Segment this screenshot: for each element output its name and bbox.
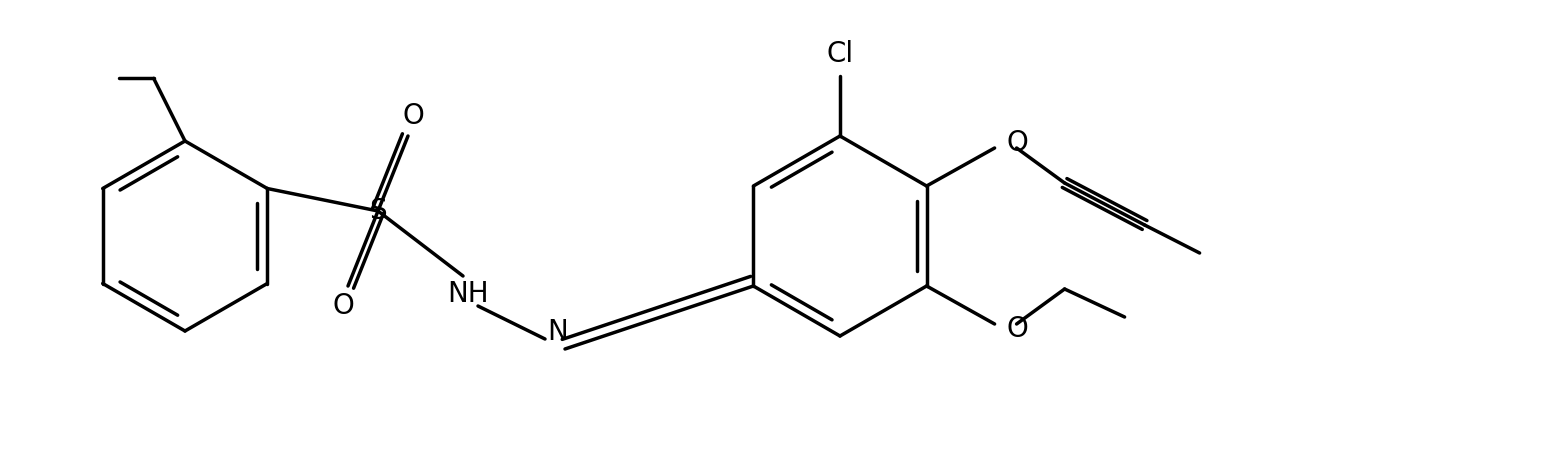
Text: O: O [1007, 129, 1029, 157]
Text: NH: NH [447, 280, 489, 308]
Text: O: O [1007, 315, 1029, 343]
Text: Cl: Cl [827, 40, 854, 68]
Text: N: N [547, 318, 569, 346]
Text: O: O [402, 102, 424, 130]
Text: O: O [332, 292, 353, 320]
Text: S: S [369, 197, 387, 225]
